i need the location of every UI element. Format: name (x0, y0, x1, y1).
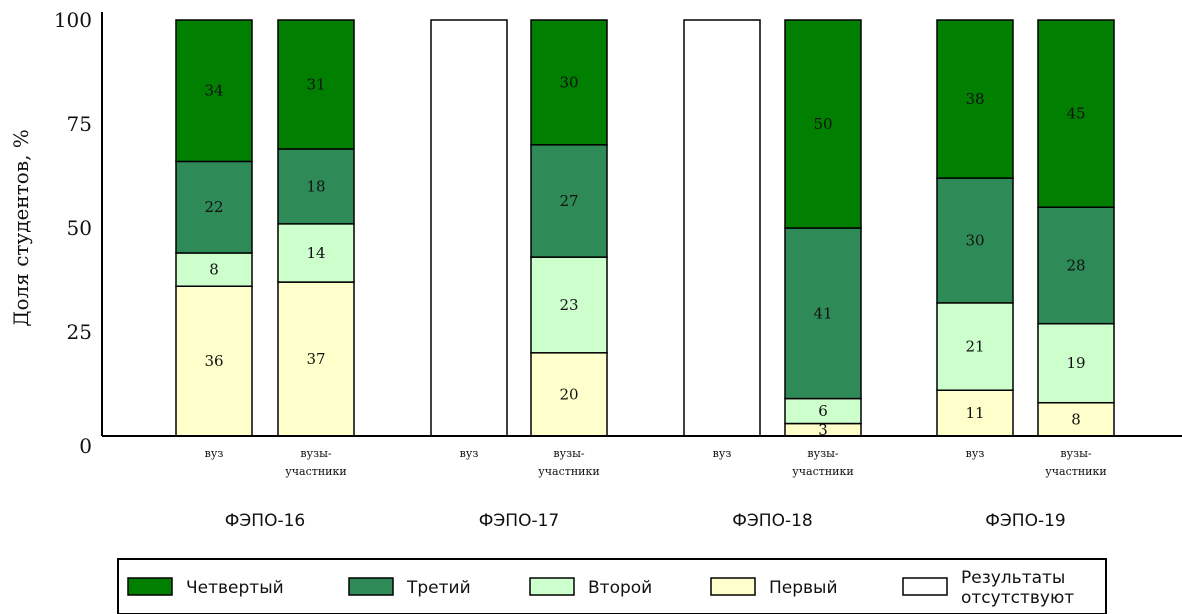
bar-segment (530, 19, 608, 146)
y-axis-title: Доля студентов, % (9, 129, 33, 327)
data-label: 20 (559, 385, 578, 403)
data-label: 6 (818, 402, 828, 420)
category-label: вузы- (807, 447, 838, 460)
data-label: 31 (306, 75, 325, 93)
bar-segment (1037, 322, 1115, 404)
data-label: 11 (965, 404, 984, 422)
data-label: 38 (965, 90, 984, 108)
category-label: вуз (205, 447, 224, 460)
category-label: вуз (966, 447, 985, 460)
bar-segment (784, 397, 862, 425)
no-data-bar (683, 19, 761, 437)
data-label: 45 (1066, 105, 1085, 123)
legend-swatch (127, 577, 173, 596)
category-label: вузы- (553, 447, 584, 460)
bar-segment (277, 148, 355, 225)
data-label: 8 (1071, 410, 1081, 428)
x-labels-layer: вуз вузы-участники вуз вузы-участники вуз вуз… (205, 447, 1107, 531)
data-label: 50 (813, 115, 832, 133)
bar-segment (784, 19, 862, 229)
data-label: 3 (818, 421, 828, 439)
data-label: 19 (1066, 354, 1085, 372)
category-label: вуз (713, 447, 732, 460)
category-label: участники (1045, 465, 1106, 478)
data-label: 34 (204, 82, 223, 100)
category-label: участники (285, 465, 346, 478)
category-label: участники (538, 465, 599, 478)
no-data-bar (430, 19, 508, 437)
axes-layer: 0 25 50 75 100 Доля студентов, % (9, 8, 1182, 458)
data-label: 21 (965, 338, 984, 356)
data-label: 14 (306, 244, 325, 262)
data-label: 27 (559, 192, 578, 210)
y-tick-label: 25 (67, 320, 92, 344)
data-label: 23 (559, 296, 578, 314)
bar-segment (784, 227, 862, 400)
data-label: 41 (813, 304, 832, 322)
bar-segment (1037, 19, 1115, 208)
bars-layer: 36 8 22 34 37 14 18 31 20 23 27 30 36 41 50 11 21 30 38 8 19… (175, 19, 1115, 439)
legend-swatch (710, 577, 756, 596)
category-label: вузы- (1060, 447, 1091, 460)
y-tick-label: 50 (67, 216, 92, 240)
legend-label: Четвертый (186, 578, 284, 598)
y-tick-label: 0 (79, 434, 92, 458)
legend-swatch (902, 577, 948, 596)
bar-segment (936, 177, 1014, 304)
bar-segment (936, 302, 1014, 391)
legend-label: отсутствуют (961, 588, 1074, 608)
legend-label: Первый (769, 578, 838, 598)
group-label: ФЭПО-16 (225, 511, 305, 531)
data-label: 28 (1066, 256, 1085, 274)
group-label: ФЭПО-19 (985, 511, 1065, 531)
y-tick-label: 75 (67, 112, 92, 136)
category-label: участники (792, 465, 853, 478)
data-label: 36 (204, 352, 223, 370)
data-label: 37 (306, 350, 325, 368)
bar-segment (175, 252, 253, 287)
category-label: вуз (460, 447, 479, 460)
legend: Четвертый Третий Второй Первый Результатыотс… (117, 558, 1107, 614)
bar-segment (530, 144, 608, 258)
legend-label: Второй (588, 578, 652, 598)
bar-segment (1037, 206, 1115, 325)
bar-segment (277, 223, 355, 283)
y-tick-label: 100 (54, 8, 92, 32)
bar-segment (936, 19, 1014, 179)
group-label: ФЭПО-18 (732, 511, 812, 531)
legend-label: Третий (406, 578, 471, 598)
bar-segment (175, 19, 253, 163)
legend-swatch (529, 577, 575, 596)
group-label: ФЭПО-17 (479, 511, 559, 531)
legend-swatch (348, 577, 394, 596)
data-label: 30 (965, 231, 984, 249)
bar-segment (175, 285, 253, 437)
bar-segment (277, 19, 355, 150)
data-label: 30 (559, 73, 578, 91)
data-label: 22 (204, 198, 223, 216)
legend-label: Результаты (961, 568, 1065, 588)
bar-segment (530, 256, 608, 354)
data-label: 18 (306, 177, 325, 195)
data-label: 8 (209, 261, 219, 279)
category-label: вузы- (300, 447, 331, 460)
